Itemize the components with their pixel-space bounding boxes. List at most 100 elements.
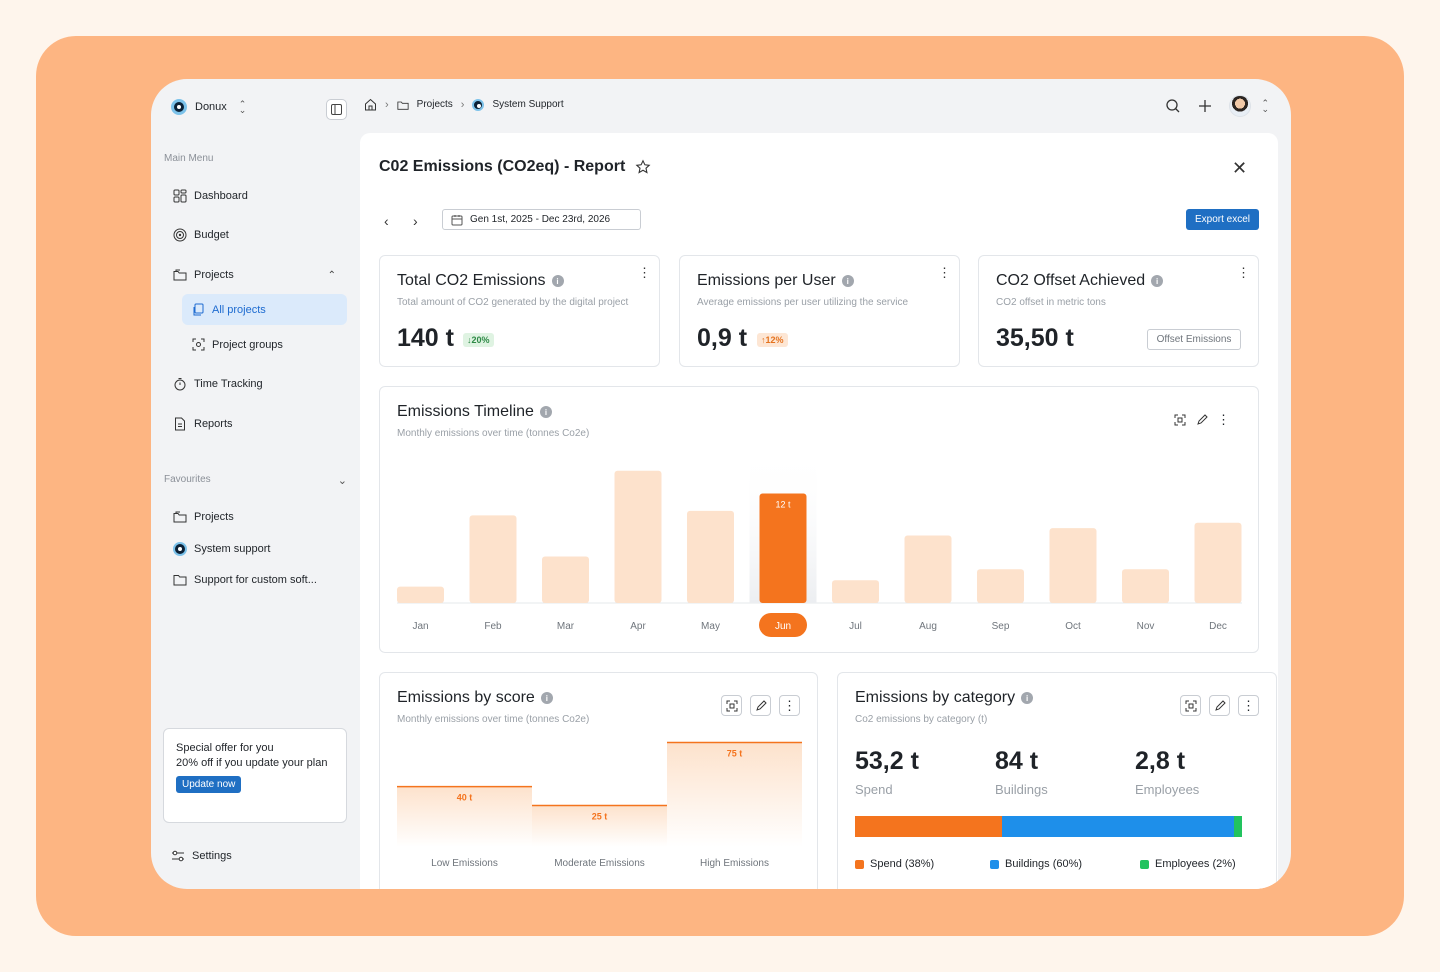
- focus-button[interactable]: [1180, 695, 1201, 716]
- bar-jan: [397, 586, 444, 603]
- sidebar-item-time-tracking[interactable]: Time Tracking: [173, 374, 263, 394]
- collapse-sidebar-button[interactable]: [326, 99, 347, 120]
- update-now-button[interactable]: Update now: [176, 776, 242, 793]
- more-options-icon[interactable]: ⋮: [1237, 265, 1250, 280]
- score-data-label: 40 t: [457, 793, 473, 803]
- top-actions: ⌃ ⌄: [1165, 95, 1269, 117]
- favourites-label: Favourites: [164, 474, 211, 485]
- chart-title-text: Emissions by category: [855, 689, 1016, 706]
- user-menu[interactable]: ⌃ ⌄: [1229, 95, 1269, 117]
- x-tick-label: Jan: [412, 621, 428, 632]
- focus-button[interactable]: [721, 695, 742, 716]
- info-icon[interactable]: i: [540, 692, 553, 704]
- sidebar-item-projects[interactable]: Projects ⌃: [173, 265, 336, 285]
- favourite-system-support[interactable]: System support: [173, 539, 270, 559]
- star-icon[interactable]: [635, 159, 651, 175]
- sidebar-item-label: Time Tracking: [194, 378, 263, 390]
- breadcrumb-system-support[interactable]: System Support: [492, 99, 564, 110]
- report-title: C02 Emissions (CO2eq) - Report: [379, 158, 626, 175]
- favourite-support-custom-software[interactable]: Support for custom soft...: [173, 570, 317, 590]
- kpi-subtitle: CO2 offset in metric tons: [996, 297, 1106, 308]
- sidebar-item-label: Projects: [194, 269, 234, 281]
- system-support-logo-icon: [472, 98, 485, 111]
- workspace-switcher[interactable]: Donux ⌃ ⌄: [171, 99, 246, 115]
- plus-icon[interactable]: [1197, 98, 1213, 114]
- score-area-2: [667, 742, 802, 847]
- info-icon[interactable]: i: [841, 275, 854, 287]
- emissions-by-score-card: Emissions by score i Monthly emissions ov…: [379, 672, 818, 889]
- chevron-down-icon: ⌄: [337, 475, 347, 487]
- bar-may: [687, 510, 734, 603]
- sidebar-subitem-label: All projects: [212, 303, 266, 316]
- previous-period-button[interactable]: ‹: [384, 213, 389, 229]
- focus-button[interactable]: [1169, 409, 1190, 430]
- trend-badge-value: 20%: [471, 335, 490, 345]
- chart-title-text: Emissions by score: [397, 689, 535, 706]
- home-icon[interactable]: [364, 98, 377, 111]
- export-excel-button[interactable]: Export excel: [1186, 209, 1259, 230]
- focus-icon: [1185, 700, 1196, 711]
- favourite-label: Support for custom soft...: [194, 574, 317, 586]
- favourites-toggle[interactable]: Favourites ⌄: [164, 474, 347, 487]
- sidebar-item-reports[interactable]: Reports: [173, 414, 233, 434]
- sidebar-item-all-projects[interactable]: All projects: [182, 294, 347, 325]
- folder-outline-icon: [173, 575, 187, 586]
- edit-button[interactable]: [750, 695, 771, 716]
- more-options-icon[interactable]: ⋮: [1217, 411, 1230, 427]
- offer-title: Special offer for you: [176, 742, 274, 754]
- search-icon[interactable]: [1165, 98, 1181, 114]
- chart-title-text: Emissions Timeline: [397, 403, 534, 420]
- kpi-title-text: Emissions per User: [697, 272, 836, 289]
- date-range-value: Gen 1st, 2025 - Dec 23rd, 2026: [470, 214, 611, 225]
- bar-dec: [1194, 522, 1242, 603]
- chevron-up-icon: ⌃: [327, 269, 336, 281]
- settings-sliders-icon: [172, 850, 184, 862]
- emissions-timeline-chart: Jan Feb Mar Apr May 12 t Jun Jul Aug Sep Oct Nov Dec: [397, 447, 1242, 637]
- date-range-picker[interactable]: Gen 1st, 2025 - Dec 23rd, 2026: [442, 209, 641, 230]
- info-icon[interactable]: i: [551, 275, 564, 287]
- sidebar-item-dashboard[interactable]: Dashboard: [173, 186, 248, 206]
- more-options-icon[interactable]: ⋮: [638, 265, 651, 280]
- main-menu-label: Main Menu: [164, 153, 214, 164]
- favourite-label: System support: [194, 543, 271, 555]
- favourite-projects[interactable]: Projects: [173, 507, 234, 527]
- share-segment-employees: [1234, 816, 1242, 837]
- avatar: [1229, 95, 1252, 117]
- settings-link[interactable]: Settings: [171, 846, 232, 866]
- more-options-icon[interactable]: ⋮: [938, 265, 951, 280]
- x-tick-label: Aug: [919, 621, 937, 632]
- legend-label: Employees (2%): [1155, 858, 1236, 870]
- sidebar-item-project-groups[interactable]: Project groups: [182, 329, 347, 360]
- selected-month-pill: [759, 613, 807, 637]
- edit-button[interactable]: [1191, 409, 1212, 430]
- sidebar-panel-icon: [331, 104, 342, 115]
- score-area-0: [397, 786, 532, 847]
- legend-label: Spend (38%): [870, 858, 935, 870]
- app-window: Donux ⌃ ⌄ Main Menu Dashboard Budget Proj…: [151, 79, 1291, 889]
- kpi-subtitle: Total amount of CO2 generated by the dig…: [397, 297, 629, 308]
- close-icon[interactable]: ✕: [1232, 158, 1248, 178]
- info-icon[interactable]: i: [539, 406, 552, 418]
- emissions-timeline-card: Emissions Timeline i Monthly emissions ov…: [379, 386, 1259, 653]
- edit-button[interactable]: [1209, 695, 1230, 716]
- kpi-value: 35,50 t: [996, 324, 1074, 352]
- next-period-button[interactable]: ›: [413, 213, 418, 229]
- offset-emissions-button[interactable]: Offset Emissions: [1147, 329, 1241, 350]
- sidebar-item-budget[interactable]: Budget: [173, 225, 229, 245]
- info-icon[interactable]: i: [1151, 275, 1164, 287]
- sidebar: Donux ⌃ ⌄ Main Menu Dashboard Budget Proj…: [151, 79, 359, 889]
- breadcrumb-projects[interactable]: Projects: [416, 99, 453, 110]
- pencil-icon: [1196, 413, 1208, 425]
- breadcrumb-separator-icon: ›: [385, 98, 389, 111]
- system-support-logo-icon: [173, 542, 187, 556]
- group-icon: [192, 338, 205, 351]
- legend-label: Buildings (60%): [1005, 858, 1083, 870]
- breadcrumb-separator-icon: ›: [460, 98, 465, 111]
- more-options-icon[interactable]: ⋮: [1238, 695, 1259, 716]
- bar-nov: [1122, 569, 1169, 603]
- score-data-label: 75 t: [727, 749, 743, 759]
- info-icon[interactable]: i: [1021, 692, 1034, 704]
- more-options-icon[interactable]: ⋮: [779, 695, 800, 716]
- pencil-icon: [1214, 699, 1226, 711]
- legend-swatch: [855, 859, 864, 869]
